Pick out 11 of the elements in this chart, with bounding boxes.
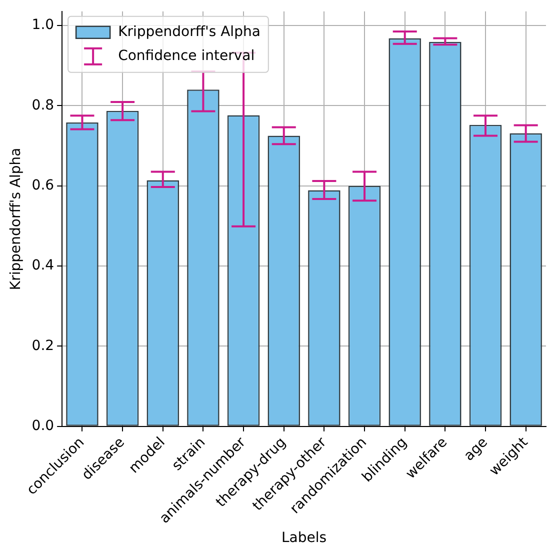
y-tick-label: 0.2 bbox=[32, 338, 54, 354]
legend-label: Krippendorff's Alpha bbox=[118, 24, 260, 40]
annotation: Confidence interval bbox=[118, 48, 255, 64]
y-axis-title: Krippendorff's Alpha bbox=[8, 148, 24, 290]
y-tick-label: 0.4 bbox=[32, 258, 54, 274]
x-tick-label: age bbox=[461, 434, 491, 464]
x-axis-title: Labels bbox=[282, 530, 327, 546]
y-tick-label: 0.6 bbox=[32, 177, 54, 194]
y-tick-label: 0.0 bbox=[32, 418, 54, 434]
y-tick-label: 0.8 bbox=[32, 97, 54, 114]
y-tick-label: 1.0 bbox=[32, 17, 54, 34]
